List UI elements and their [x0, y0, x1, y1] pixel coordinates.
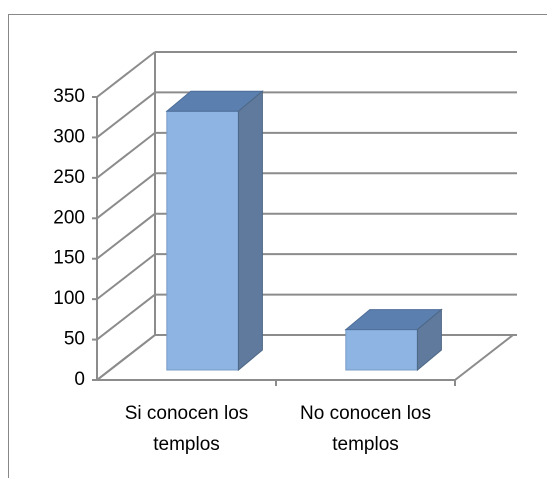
grid-line	[96, 212, 156, 260]
y-tick-label: 300	[53, 126, 85, 147]
bar	[166, 110, 239, 371]
x-tick-label: Si conocen los templos	[124, 403, 249, 455]
x-tick-label: No conocen los templos	[300, 403, 431, 455]
y-tick-label: 50	[64, 329, 85, 350]
grid-line	[96, 293, 156, 341]
y-tick-label: 150	[53, 248, 85, 269]
grid-line	[96, 51, 156, 98]
y-tick-label: 200	[53, 207, 85, 228]
y-tick-label: 350	[53, 86, 85, 107]
grid-line	[96, 91, 156, 139]
bar-side	[416, 308, 442, 372]
bar	[345, 329, 418, 371]
y-tick-label: 250	[53, 167, 85, 188]
y-tick-label: 0	[74, 369, 85, 390]
grid-line	[96, 253, 156, 300]
floor	[94, 334, 516, 381]
grid-line	[96, 132, 156, 179]
grid-line	[96, 172, 156, 220]
frame	[8, 14, 547, 478]
y-tick-label: 100	[53, 288, 85, 309]
bar-side	[237, 90, 263, 372]
grid-line	[96, 334, 156, 381]
